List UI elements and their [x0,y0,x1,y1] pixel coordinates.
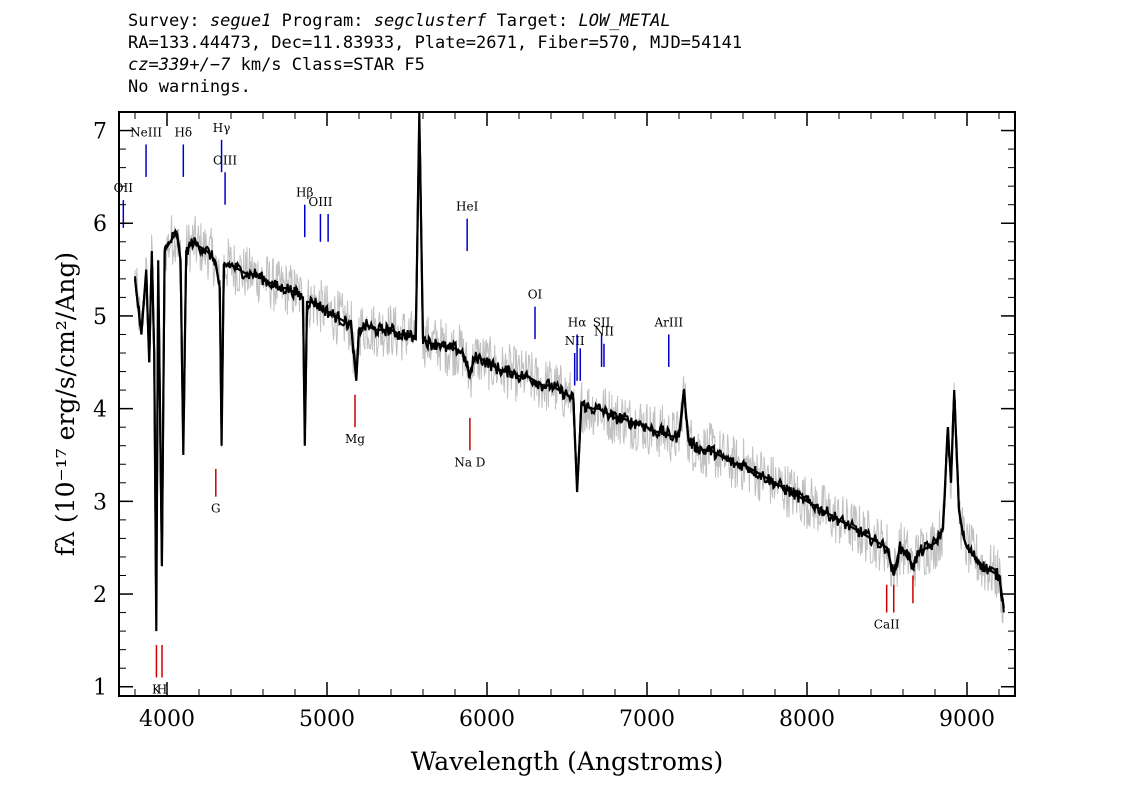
flux-line-features [133,111,1005,632]
axis-ticks: 4000 5000 6000 7000 8000 9000 1 2 3 4 5 6 7 [93,112,1015,732]
absorption-line-label-0: Mg [345,432,365,446]
error-band-path [134,133,1004,624]
redshift-value: cz=339+/−7 [128,55,231,75]
absorption-line-label-3: K [152,682,162,696]
emission-line-label-3: Hγ [213,121,231,135]
plot-frame [118,111,1016,697]
x-tick-label-2: 6000 [459,707,515,732]
emission-line-label-2: Hδ [174,125,192,139]
y-tick-label-2: 3 [93,490,107,515]
emission-line-label-9: OI [528,288,543,302]
program-label: Program: [281,11,364,31]
y-tick-label-4: 5 [93,305,107,330]
y-axis-title: fλ (10⁻¹⁷ erg/s/cm²/Ang) [51,252,80,556]
emission-line-label-1: NeIII [130,125,162,139]
program-value: segclusterf [373,11,487,31]
emission-line-label-5: Hβ [296,186,313,200]
emission-line-label-0: OII [114,181,134,195]
header-line-redshift: cz=339+/−7 km/s Class=STAR F5 [128,54,1108,76]
header-line-survey: Survey: segue1 Program: segclusterf Targ… [128,10,1108,32]
emission-line-label-6: OIII [308,195,332,209]
target-label: Target: [496,11,569,31]
emission-line-label-11: Hα [568,315,587,329]
flux-series [133,111,1005,632]
x-tick-label-0: 4000 [139,707,195,732]
target-value: LOW_METAL [578,11,671,31]
emission-line-label-8: HeI [456,200,479,214]
class-text: km/s Class=STAR F5 [230,55,425,75]
x-tick-label-1: 5000 [299,707,355,732]
x-tick-label-4: 8000 [779,707,835,732]
emission-line-label-4: OIII [213,153,237,167]
x-tick-label-5: 9000 [939,707,995,732]
absorption-line-label-4: H [157,682,167,696]
y-tick-label-5: 6 [93,212,107,237]
emission-line-label-14: NII [594,325,614,339]
header-line-coordinates: RA=133.44473, Dec=11.83933, Plate=2671, … [128,33,743,53]
survey-label: Survey: [128,11,200,31]
y-tick-label-0: 1 [93,676,107,701]
emission-line-label-15: ArIII [653,315,683,329]
absorption-line-label-5: CaII [874,618,900,632]
y-tick-label-1: 2 [93,583,107,608]
survey-value: segue1 [209,11,272,31]
y-tick-label-3: 4 [93,398,107,423]
y-tick-label-6: 7 [93,120,107,145]
error-band [134,133,1004,624]
absorption-line-label-2: G [211,502,221,516]
spectrum-header: Survey: segue1 Program: segclusterf Targ… [128,10,1108,98]
x-tick-label-3: 7000 [619,707,675,732]
x-axis-title: Wavelength (Angstroms) [411,747,723,776]
emission-line-label-10: NII [565,334,585,348]
emission-line-label-13: SII [593,315,611,329]
absorption-line-label-1: Na D [454,455,485,469]
header-line-warnings: No warnings. [128,77,251,97]
